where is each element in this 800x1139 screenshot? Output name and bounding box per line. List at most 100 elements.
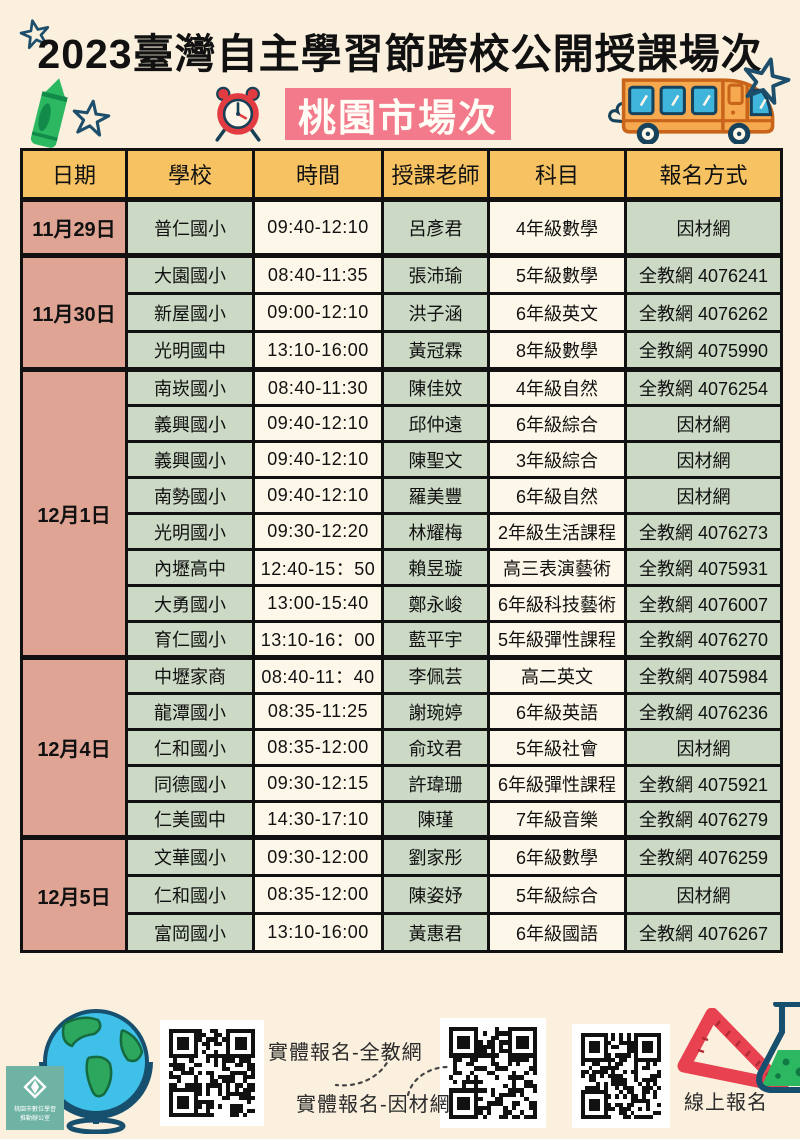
time-cell: 09:00-12:10 — [254, 294, 383, 332]
col-header-subject: 科目 — [489, 150, 626, 200]
teacher-cell: 李佩芸 — [383, 658, 489, 694]
school-cell: 南勢國小 — [127, 478, 254, 514]
registration-cell: 全教網 4076270 — [626, 622, 782, 658]
registration-cell: 全教網 4076262 — [626, 294, 782, 332]
teacher-cell: 洪子涵 — [383, 294, 489, 332]
subject-cell: 6年級自然 — [489, 478, 626, 514]
registration-cell: 全教網 4075931 — [626, 550, 782, 586]
table-header-row: 日期 學校 時間 授課老師 科目 報名方式 — [22, 150, 782, 200]
org-badge-line2: 推動辦公室 — [20, 1116, 50, 1123]
qr-code-registration-yincai — [440, 1018, 546, 1128]
col-header-date: 日期 — [22, 150, 127, 200]
time-cell: 08:40-11：40 — [254, 658, 383, 694]
registration-cell: 全教網 4076236 — [626, 694, 782, 730]
teacher-cell: 謝琬婷 — [383, 694, 489, 730]
subject-cell: 2年級生活課程 — [489, 514, 626, 550]
school-cell: 文華國小 — [127, 838, 254, 876]
crayon-icon — [22, 76, 78, 159]
subject-cell: 8年級數學 — [489, 332, 626, 370]
qr-code-registration-quanjiao — [160, 1020, 264, 1126]
time-cell: 09:40-12:10 — [254, 200, 383, 256]
teacher-cell: 俞玟君 — [383, 730, 489, 766]
school-cell: 普仁國小 — [127, 200, 254, 256]
date-cell: 12月4日 — [22, 658, 127, 838]
teacher-cell: 張沛瑜 — [383, 256, 489, 294]
subject-cell: 6年級國語 — [489, 914, 626, 952]
time-cell: 12:40-15：50 — [254, 550, 383, 586]
registration-cell: 因材網 — [626, 442, 782, 478]
time-cell: 13:10-16：00 — [254, 622, 383, 658]
date-cell: 11月29日 — [22, 200, 127, 256]
school-cell: 光明國小 — [127, 514, 254, 550]
col-header-time: 時間 — [254, 150, 383, 200]
teacher-cell: 黃惠君 — [383, 914, 489, 952]
registration-cell: 因材網 — [626, 876, 782, 914]
registration-cell: 因材網 — [626, 730, 782, 766]
col-header-school: 學校 — [127, 150, 254, 200]
time-cell: 08:35-12:00 — [254, 730, 383, 766]
col-header-registration: 報名方式 — [626, 150, 782, 200]
qr-code-online-registration — [572, 1024, 670, 1128]
subject-cell: 4年級數學 — [489, 200, 626, 256]
subject-cell: 6年級英語 — [489, 694, 626, 730]
registration-cell: 全教網 4075921 — [626, 766, 782, 802]
school-cell: 仁和國小 — [127, 876, 254, 914]
school-cell: 中壢家商 — [127, 658, 254, 694]
subject-cell: 6年級彈性課程 — [489, 766, 626, 802]
teacher-cell: 陳瑾 — [383, 802, 489, 838]
time-cell: 09:30-12:20 — [254, 514, 383, 550]
teacher-cell: 鄭永峻 — [383, 586, 489, 622]
dashed-arrow-icon — [404, 1062, 454, 1103]
time-cell: 13:00-15:40 — [254, 586, 383, 622]
flask-icon — [748, 1002, 800, 1099]
location-badge: 桃園市場次 — [285, 88, 511, 140]
teacher-cell: 林耀梅 — [383, 514, 489, 550]
time-cell: 09:40-12:10 — [254, 442, 383, 478]
registration-cell: 全教網 4075990 — [626, 332, 782, 370]
time-cell: 09:30-12:00 — [254, 838, 383, 876]
school-cell: 育仁國小 — [127, 622, 254, 658]
registration-cell: 全教網 4076007 — [626, 586, 782, 622]
date-cell: 12月5日 — [22, 838, 127, 952]
school-cell: 仁和國小 — [127, 730, 254, 766]
registration-cell: 因材網 — [626, 406, 782, 442]
school-cell: 南崁國小 — [127, 370, 254, 406]
school-cell: 內壢高中 — [127, 550, 254, 586]
subject-cell: 6年級英文 — [489, 294, 626, 332]
subject-cell: 6年級數學 — [489, 838, 626, 876]
subject-cell: 5年級綜合 — [489, 876, 626, 914]
teacher-cell: 許瑋珊 — [383, 766, 489, 802]
date-cell: 11月30日 — [22, 256, 127, 370]
school-cell: 新屋國小 — [127, 294, 254, 332]
subject-cell: 高二英文 — [489, 658, 626, 694]
subject-cell: 6年級科技藝術 — [489, 586, 626, 622]
subject-cell: 5年級彈性課程 — [489, 622, 626, 658]
alarm-clock-icon — [212, 84, 264, 147]
registration-cell: 全教網 4076241 — [626, 256, 782, 294]
time-cell: 08:35-11:25 — [254, 694, 383, 730]
time-cell: 13:10-16:00 — [254, 914, 383, 952]
registration-cell: 全教網 4076259 — [626, 838, 782, 876]
subject-cell: 6年級綜合 — [489, 406, 626, 442]
teacher-cell: 陳佳妏 — [383, 370, 489, 406]
registration-cell: 因材網 — [626, 478, 782, 514]
time-cell: 14:30-17:10 — [254, 802, 383, 838]
school-cell: 仁美國中 — [127, 802, 254, 838]
school-cell: 光明國中 — [127, 332, 254, 370]
subject-cell: 4年級自然 — [489, 370, 626, 406]
teacher-cell: 羅美豐 — [383, 478, 489, 514]
